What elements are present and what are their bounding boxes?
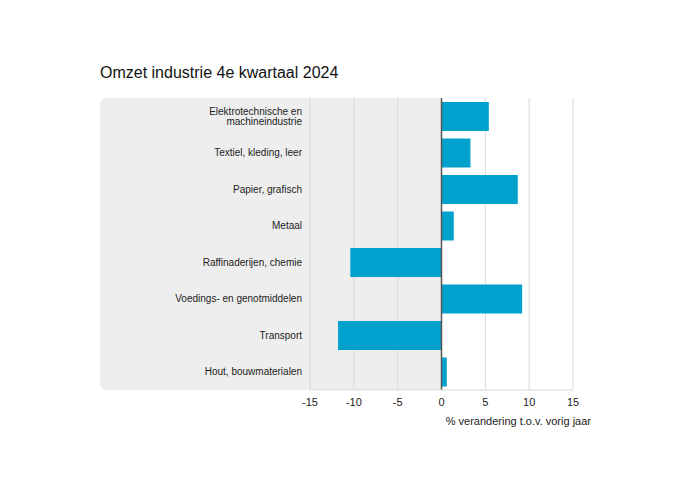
svg-text:0: 0 [438,396,444,408]
svg-text:Voedings- en genotmiddelen: Voedings- en genotmiddelen [175,293,302,304]
svg-text:5: 5 [482,396,488,408]
svg-text:Papier, grafisch: Papier, grafisch [233,184,302,195]
svg-text:% verandering t.o.v. vorig jaa: % verandering t.o.v. vorig jaar [446,415,592,427]
svg-text:15: 15 [567,396,579,408]
svg-text:-10: -10 [346,396,362,408]
svg-text:-5: -5 [393,396,403,408]
svg-text:-15: -15 [302,396,318,408]
svg-text:Raffinaderijen, chemie: Raffinaderijen, chemie [203,257,303,268]
html-text:Omzet industrie 4e kwartaal 20: Omzet industrie 4e kwartaal 2024 [100,64,339,81]
svg-text:Textiel, kleding, leer: Textiel, kleding, leer [214,147,302,158]
svg-text:Metaal: Metaal [272,220,302,231]
svg-text:Elektrotechnische enmachineind: Elektrotechnische enmachineindustrie [209,106,302,127]
svg-text:10: 10 [523,396,535,408]
svg-text:Transport: Transport [260,330,303,341]
svg-text:Hout, bouwmaterialen: Hout, bouwmaterialen [205,366,302,377]
